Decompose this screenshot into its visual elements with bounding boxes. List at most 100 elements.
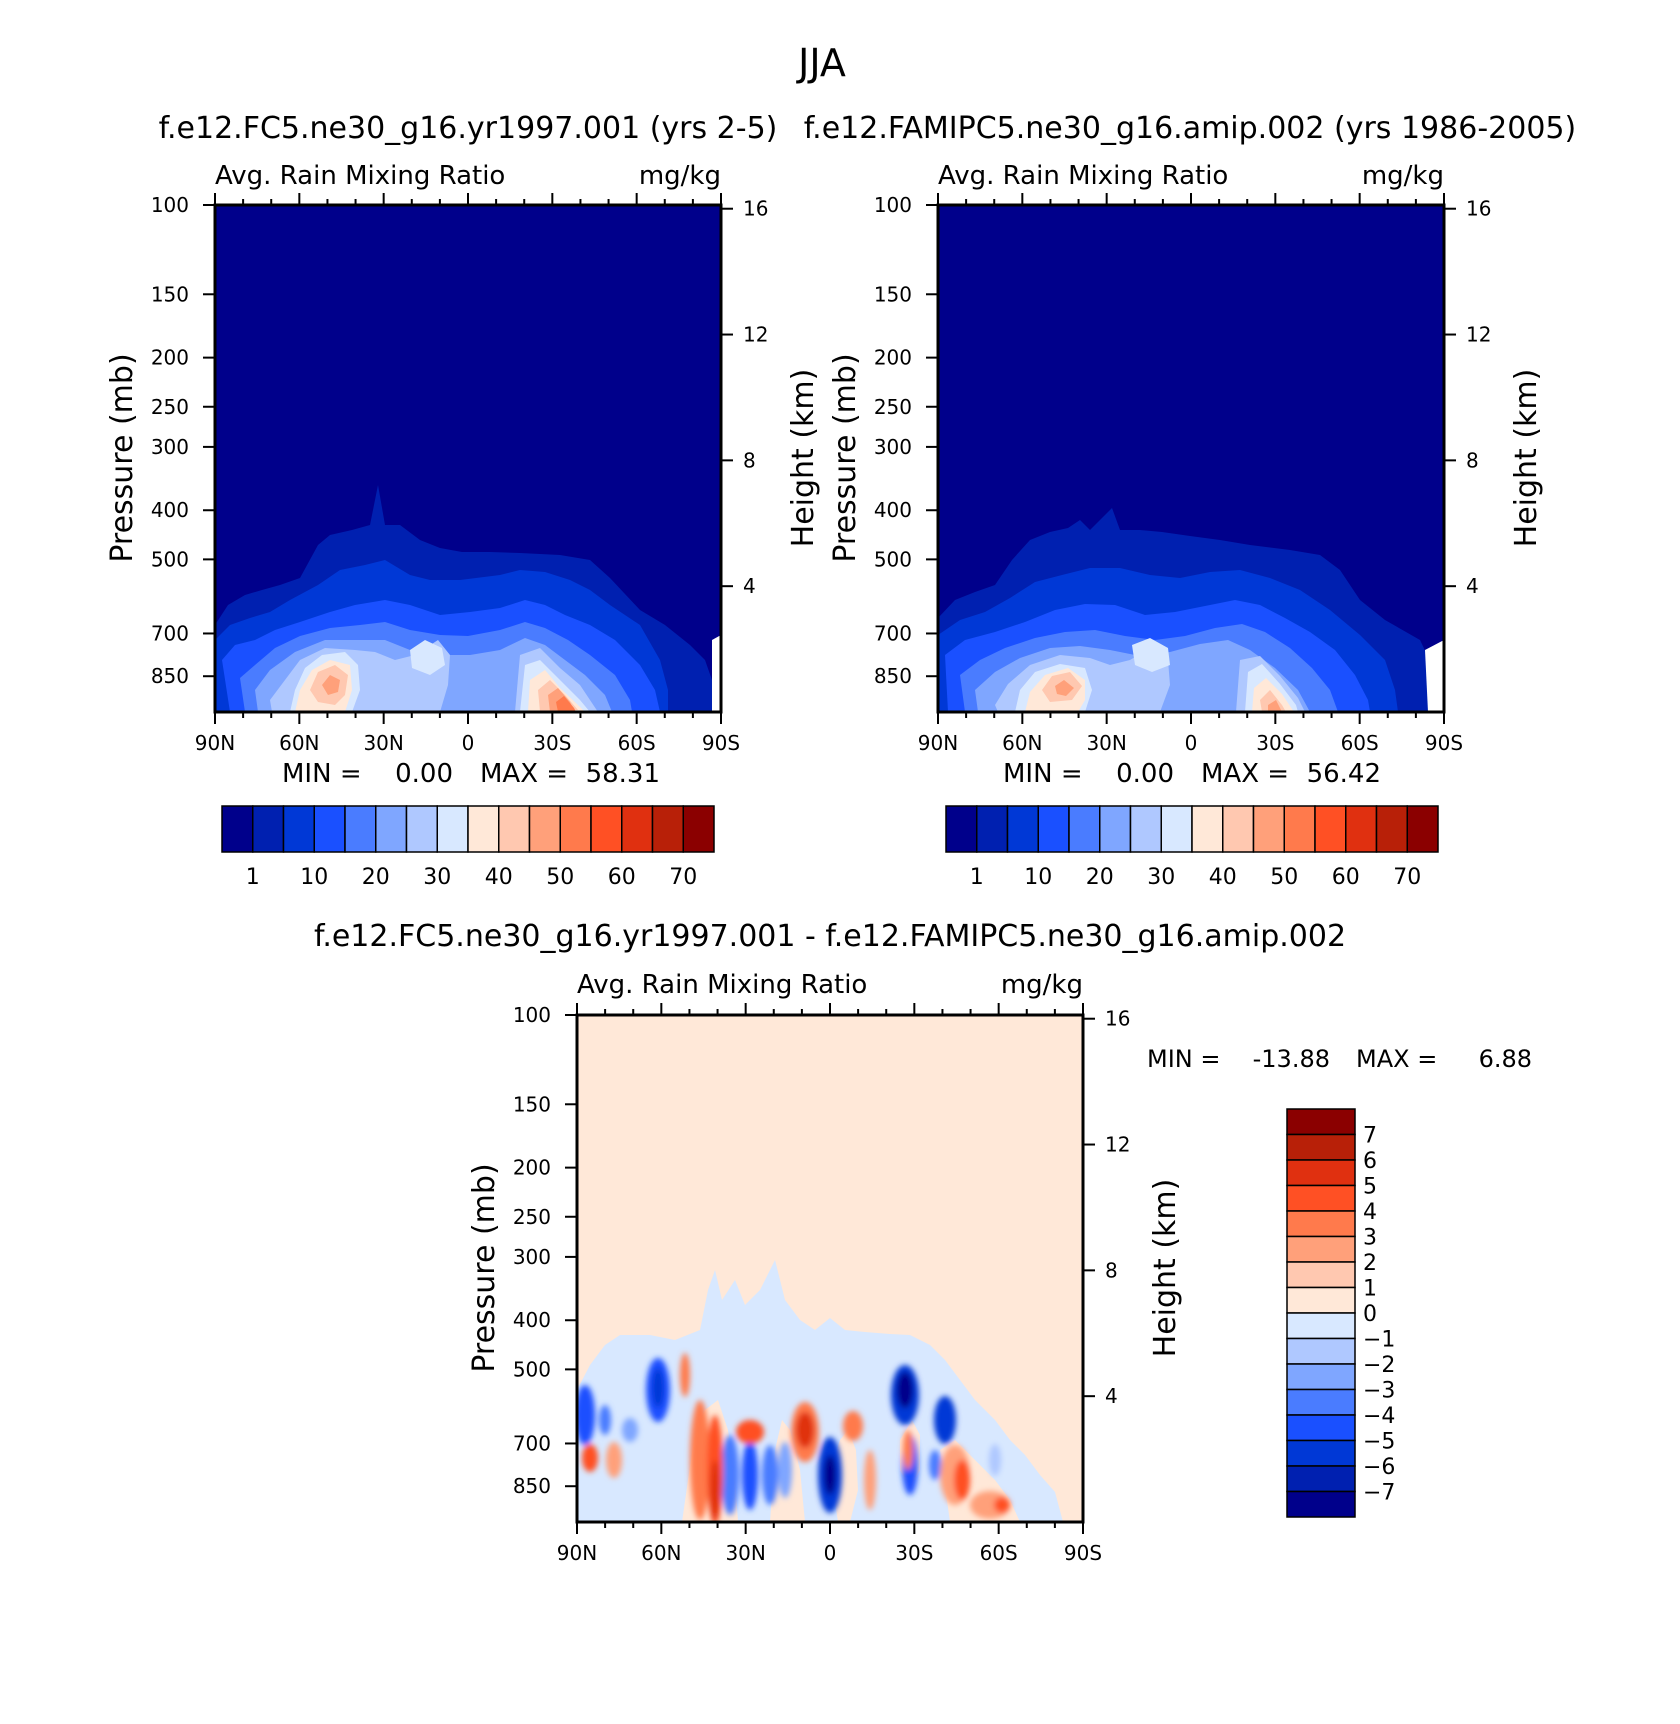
colorbar-swatch [1406,805,1439,853]
pos-blob [710,1460,720,1520]
min-value: 0.00 [395,759,453,789]
y-axis-label: Pressure (mb) [467,1163,502,1372]
colorbar-swatch [1252,805,1285,853]
colorbar: 1 10 20 30 40 50 60 70 [221,805,715,890]
y-tick-label: 850 [874,664,912,688]
y-tick-label: 700 [513,1431,551,1455]
colorbar-swatch [313,805,346,853]
max-value: 58.31 [586,759,660,789]
y-tick-label: 150 [151,282,189,306]
colorbar-swatch [1160,805,1193,853]
y-tick-label: 400 [513,1308,551,1332]
x-tick-label: 0 [462,731,475,755]
colorbar-swatch [467,805,500,853]
colorbar-label: 40 [485,865,513,890]
colorbar-swatch [436,805,469,853]
colorbar-swatch [1286,1465,1356,1493]
x-tick-label: 30N [363,731,403,755]
neg-blob [989,1444,1001,1476]
x-tick-label: 90N [557,1541,597,1565]
y-tick-label: 500 [874,547,912,571]
colorbar-swatch [1006,805,1039,853]
colorbar-label: 20 [1086,865,1114,890]
contour-level-11 [556,696,576,712]
neg-blob [824,1455,836,1495]
colorbar-label: −2 [1363,1353,1395,1378]
min-label: MIN = [1147,1045,1220,1073]
y-ticks: 100 150 200 250 300 400 500 700 850 16 12 8 4 [874,193,1492,688]
colorbar-label: 60 [1332,865,1360,890]
neg-blob [762,1445,778,1505]
contour-level-10 [322,675,575,712]
neg-blob [929,1450,941,1480]
y-tick-label: 250 [874,395,912,419]
units-label: mg/kg [639,161,721,191]
colorbar-swatch [1286,1184,1356,1212]
colorbar-label: 1 [246,865,260,890]
contour-field [938,205,1444,712]
pos-blob [796,1412,814,1448]
neg-blob [934,1396,956,1444]
case-title: f.e12.FAMIPC5.ne30_g16.amip.002 (yrs 198… [804,111,1576,146]
y2-tick-label: 12 [1466,323,1491,347]
contour-level-9 [1042,672,1286,712]
y2-tick-label: 4 [743,574,756,598]
pos-blob [864,1450,876,1510]
colorbar-swatch [282,805,315,853]
y-tick-label: 250 [513,1205,551,1229]
x-tick-label: 30S [1256,731,1294,755]
neg-blob [897,1372,913,1408]
y2-tick-label: 16 [1466,197,1491,221]
colorbar-label: −3 [1363,1379,1395,1404]
colorbar-swatch [1375,805,1408,853]
colorbar-label: 4 [1363,1200,1377,1225]
y-ticks: 100 150 200 250 300 400 500 700 850 16 12 8 4 [513,1003,1131,1498]
colorbar-swatch [221,805,254,853]
y-tick-label: 200 [151,346,189,370]
panel-obs: f.e12.FAMIPC5.ne30_g16.amip.002 (yrs 198… [804,111,1576,890]
colorbar-label: 50 [546,865,574,890]
x-tick-label: 90S [1425,731,1463,755]
colorbar-swatch [1129,805,1162,853]
colorbar-swatch [252,805,285,853]
colorbar-label: 20 [362,865,390,890]
x-tick-label: 0 [1185,731,1198,755]
neg-blob [652,1368,664,1408]
colorbar-swatch [1286,1439,1356,1467]
pos-blob [690,1400,710,1520]
y-tick-label: 400 [151,498,189,522]
colorbar-swatch [1286,1286,1356,1314]
colorbar-label: 2 [1363,1251,1377,1276]
y2-tick-label: 12 [743,323,768,347]
y2-tick-label: 8 [1105,1258,1118,1282]
y2-tick-label: 8 [1466,448,1479,472]
y-axis-label: Pressure (mb) [105,353,140,562]
pos-blob [954,1460,970,1500]
colorbar-label: −7 [1363,1481,1395,1506]
x-tick-label: 30N [1086,731,1126,755]
y2-axis-label: Height (km) [786,369,821,548]
colorbar-swatch [1314,805,1347,853]
colorbar-swatch [1068,805,1101,853]
case-title: f.e12.FC5.ne30_g16.yr1997.001 - f.e12.FA… [314,919,1346,954]
neg-blob [721,1435,739,1515]
x-ticks: 90N 60N 30N 0 30S 60S 90S [557,1003,1102,1565]
colorbar: 1 10 20 30 40 50 60 70 [945,805,1439,890]
x-tick-label: 90S [702,731,740,755]
y2-tick-label: 4 [1466,574,1479,598]
y-tick-label: 850 [513,1474,551,1498]
neg-blob [577,1385,595,1445]
colorbar-swatch [1286,1388,1356,1416]
max-value: 6.88 [1479,1045,1532,1073]
colorbar-swatch [1286,1414,1356,1442]
contour-pos-field [682,1400,1020,1522]
pos-blob [680,1353,690,1397]
colorbar-swatch [1286,1337,1356,1365]
colorbar-label: 60 [608,865,636,890]
colorbar-swatch [1286,1312,1356,1340]
figure-title: JJA [796,41,846,85]
x-tick-label: 30S [533,731,571,755]
x-tick-label: 60N [279,731,319,755]
